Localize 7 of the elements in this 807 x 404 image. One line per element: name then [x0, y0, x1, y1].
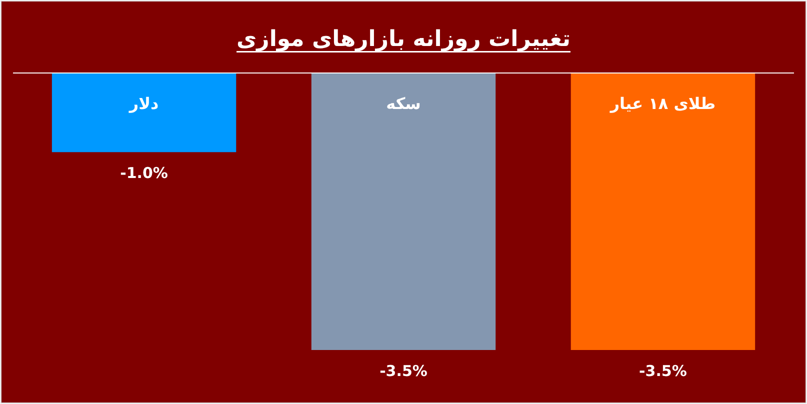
x-tick-label: طلای ۱۸ عیار: [609, 94, 716, 113]
data-label: -1.0%: [120, 164, 168, 182]
data-label: -3.5%: [380, 362, 428, 380]
x-tick-label: دلار: [128, 94, 159, 113]
chart-title: تغییرات روزانه بازارهای موازی: [236, 27, 570, 52]
x-tick-label: سکه: [386, 94, 421, 113]
data-label: -3.5%: [639, 362, 687, 380]
